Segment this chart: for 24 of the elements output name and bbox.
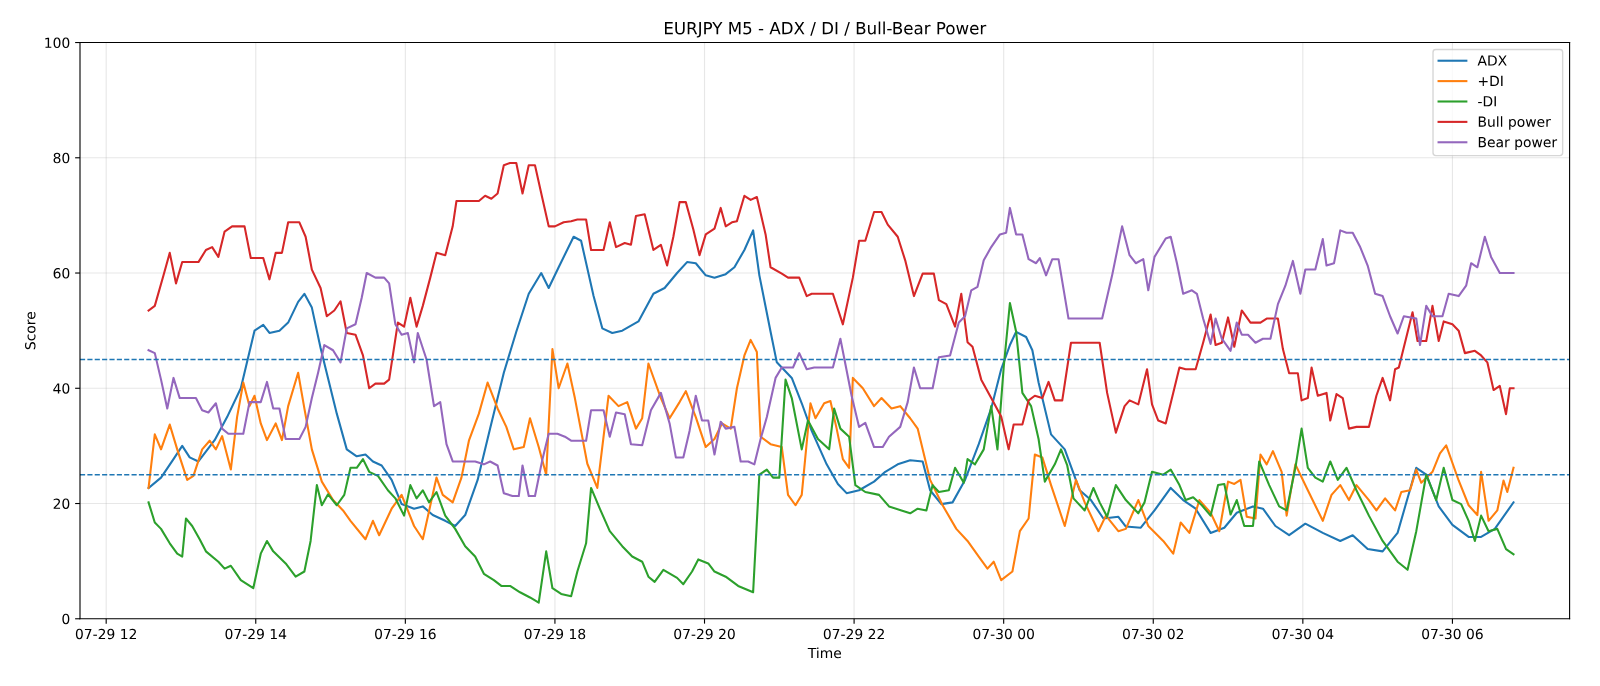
x-tick-label: 07-29 16 (375, 628, 436, 640)
legend-label: Bear power (1478, 137, 1558, 151)
x-tick-label: 07-29 14 (225, 628, 287, 640)
y-tick-label: 20 (53, 498, 70, 509)
x-axis-title: Time (807, 647, 842, 659)
x-tick-label: 07-30 06 (1422, 628, 1483, 640)
chart-title: EURJPY M5 - ADX / DI / Bull-Bear Power (664, 21, 987, 38)
y-tick-label: 40 (53, 383, 70, 394)
x-tick-label: 07-30 00 (973, 628, 1034, 640)
x-tick-label: 07-29 20 (674, 628, 735, 640)
y-axis-title: Score (25, 311, 36, 350)
x-tick-label: 07-30 02 (1122, 628, 1184, 640)
y-tick-label: 80 (53, 152, 70, 164)
legend-label: ADX (1477, 55, 1507, 66)
x-tick-label: 07-29 18 (524, 628, 586, 640)
x-tick-label: 07-30 04 (1272, 628, 1334, 640)
x-tick-label: 07-29 12 (75, 628, 137, 640)
x-tick-label: 07-29 22 (823, 628, 884, 640)
legend-label: -DI (1478, 96, 1496, 107)
y-tick-label: 100 (45, 37, 70, 49)
y-tick-label: 60 (53, 268, 70, 279)
y-tick-label: 0 (62, 613, 70, 625)
legend-label: Bull power (1478, 116, 1551, 130)
legend-label: +DI (1478, 75, 1503, 86)
